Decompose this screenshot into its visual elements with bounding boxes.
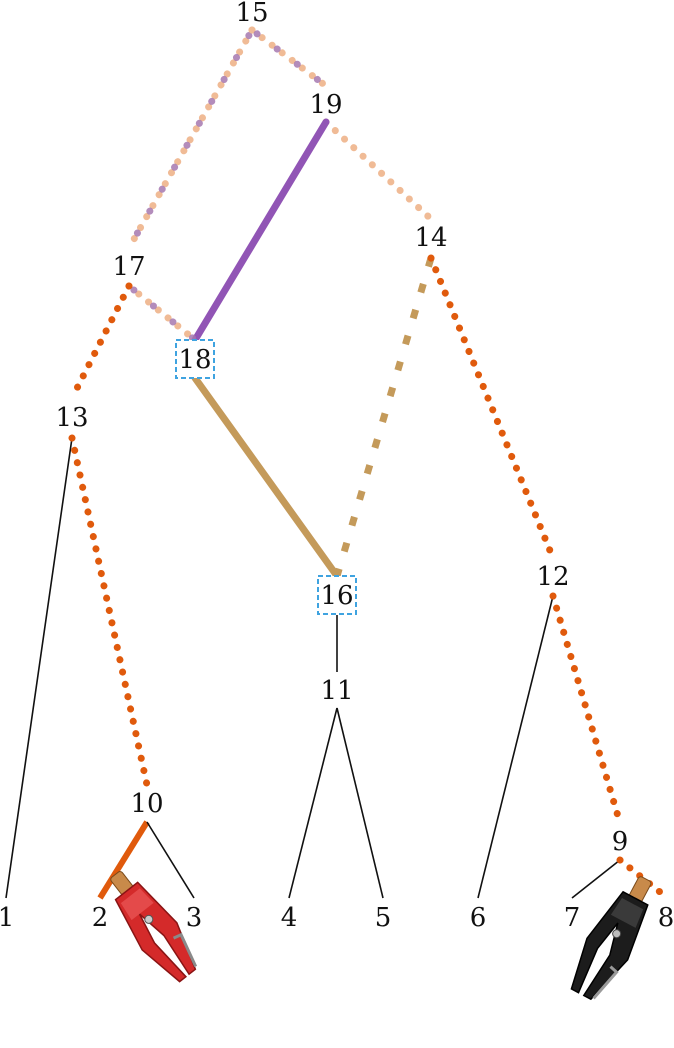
node-halo-2 xyxy=(90,903,110,931)
node-label-7: 7 xyxy=(564,903,581,933)
edge-11-5 xyxy=(336,707,384,899)
node-halo-13 xyxy=(55,403,89,431)
node-label-13: 13 xyxy=(55,403,88,433)
node-label-6: 6 xyxy=(470,903,487,933)
edge-9-7 xyxy=(571,859,621,899)
node-halo-15 xyxy=(235,0,269,26)
node-label-2: 2 xyxy=(92,903,109,933)
node-halo-4 xyxy=(279,903,299,931)
edge-9-8 xyxy=(616,856,664,896)
edge-10-3 xyxy=(146,821,195,899)
node-label-8: 8 xyxy=(658,903,674,933)
node-label-18: 18 xyxy=(178,345,211,375)
node-halo-12 xyxy=(536,562,570,590)
node-halo-5 xyxy=(373,903,393,931)
edge-19-18 xyxy=(191,118,330,344)
edge-13-1 xyxy=(5,437,73,899)
node-boxes-layer xyxy=(0,0,674,931)
edge-10-2 xyxy=(97,820,150,900)
node-label-19: 19 xyxy=(309,90,342,120)
node-label-3: 3 xyxy=(186,903,203,933)
edge-15-17 xyxy=(125,26,256,252)
node-label-12: 12 xyxy=(536,562,569,592)
node-label-9: 9 xyxy=(612,827,629,857)
node-label-1: 1 xyxy=(0,903,14,933)
edges-layer xyxy=(5,26,664,900)
edge-14-12 xyxy=(427,254,557,562)
edge-11-4 xyxy=(288,707,338,899)
red-alligator-clip-icon xyxy=(110,871,198,983)
node-label-16: 16 xyxy=(320,581,353,611)
edge-17-18-peach xyxy=(125,282,199,344)
edge-15-17-purple xyxy=(125,26,256,252)
node-label-4: 4 xyxy=(281,903,298,933)
node-halo-14 xyxy=(414,223,448,251)
node-halo-17 xyxy=(112,252,146,280)
edge-17-18 xyxy=(125,282,199,344)
node-halo-6 xyxy=(468,903,488,931)
edge-19-14 xyxy=(322,118,435,223)
edge-17-13 xyxy=(68,282,133,402)
edge-15-19-peach xyxy=(248,26,330,90)
edge-12-9 xyxy=(549,592,624,827)
node-label-11: 11 xyxy=(320,676,353,706)
node-box-16 xyxy=(317,575,357,615)
edge-18-16 xyxy=(191,374,341,580)
node-label-15: 15 xyxy=(235,0,268,28)
node-halo-1 xyxy=(0,903,16,931)
edge-15-17-peach xyxy=(125,26,256,252)
node-label-14: 14 xyxy=(414,223,447,253)
node-halo-7 xyxy=(562,903,582,931)
node-halo-8 xyxy=(656,903,674,931)
edge-12-6 xyxy=(477,595,554,899)
edge-15-19 xyxy=(248,26,330,90)
node-halo-19 xyxy=(309,90,343,118)
edge-14-16 xyxy=(333,257,435,577)
node-halo-10 xyxy=(130,789,164,817)
node-label-17: 17 xyxy=(112,252,145,282)
black-alligator-clip-icon xyxy=(570,876,652,1001)
node-halo-11 xyxy=(320,676,354,704)
node-halo-3 xyxy=(184,903,204,931)
node-label-10: 10 xyxy=(130,789,163,819)
node-box-18 xyxy=(175,339,215,379)
edge-13-10 xyxy=(68,434,151,789)
node-halo-9 xyxy=(610,827,630,855)
node-label-5: 5 xyxy=(375,903,392,933)
